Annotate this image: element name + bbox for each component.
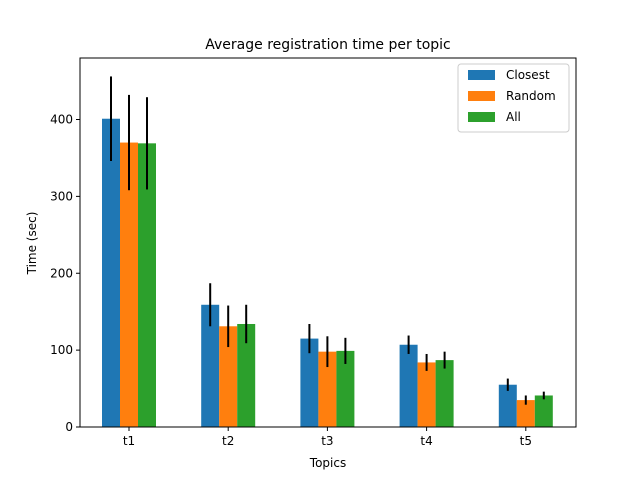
x-tick-label-t3: t3 (321, 434, 333, 448)
bar-closest-t2 (201, 304, 220, 427)
bar-random-t4 (417, 362, 436, 427)
x-tick-label-t5: t5 (520, 434, 532, 448)
y-tick-label: 400 (50, 113, 73, 127)
series-random (120, 94, 535, 427)
x-tick-label-t4: t4 (420, 434, 432, 448)
legend-label-random: Random (506, 89, 556, 103)
bar-closest-t5 (498, 384, 517, 427)
bar-closest-t4 (399, 344, 418, 427)
x-tick-label-t2: t2 (222, 434, 234, 448)
legend: Closest Random All (457, 63, 570, 133)
bar-random-t1 (120, 142, 138, 427)
series-closest (102, 76, 517, 427)
chart-title: Average registration time per topic (205, 37, 450, 53)
bar-random-t5 (516, 400, 535, 427)
legend-swatch-closest (468, 70, 495, 80)
y-tick-label: 300 (50, 189, 73, 203)
y-tick-label: 200 (50, 266, 73, 280)
y-tick-label: 0 (65, 420, 73, 434)
bar-all-t3 (336, 350, 355, 427)
bar-all-t5 (534, 395, 553, 427)
x-axis-label: Topics (309, 456, 346, 470)
axes-frame (79, 57, 577, 428)
bar-closest-t3 (300, 338, 319, 427)
bar-random-t3 (318, 351, 337, 427)
bar-all-t4 (435, 360, 454, 427)
legend-swatch-random (468, 91, 495, 101)
plot-area: 0 100 200 300 400 t1 t2 t3 t4 t5 (50, 57, 577, 448)
bar-all-t2 (237, 323, 256, 427)
y-tick-label: 100 (50, 343, 73, 357)
bar-all-t1 (138, 143, 156, 427)
y-axis-label: Time (sec) (25, 212, 39, 276)
legend-swatch-all (468, 112, 495, 122)
bar-closest-t1 (102, 118, 120, 427)
legend-label-closest: Closest (506, 68, 550, 82)
legend-label-all: All (506, 110, 521, 124)
series-all (138, 97, 553, 427)
x-tick-label-t1: t1 (123, 434, 135, 448)
bar-random-t2 (219, 326, 238, 427)
